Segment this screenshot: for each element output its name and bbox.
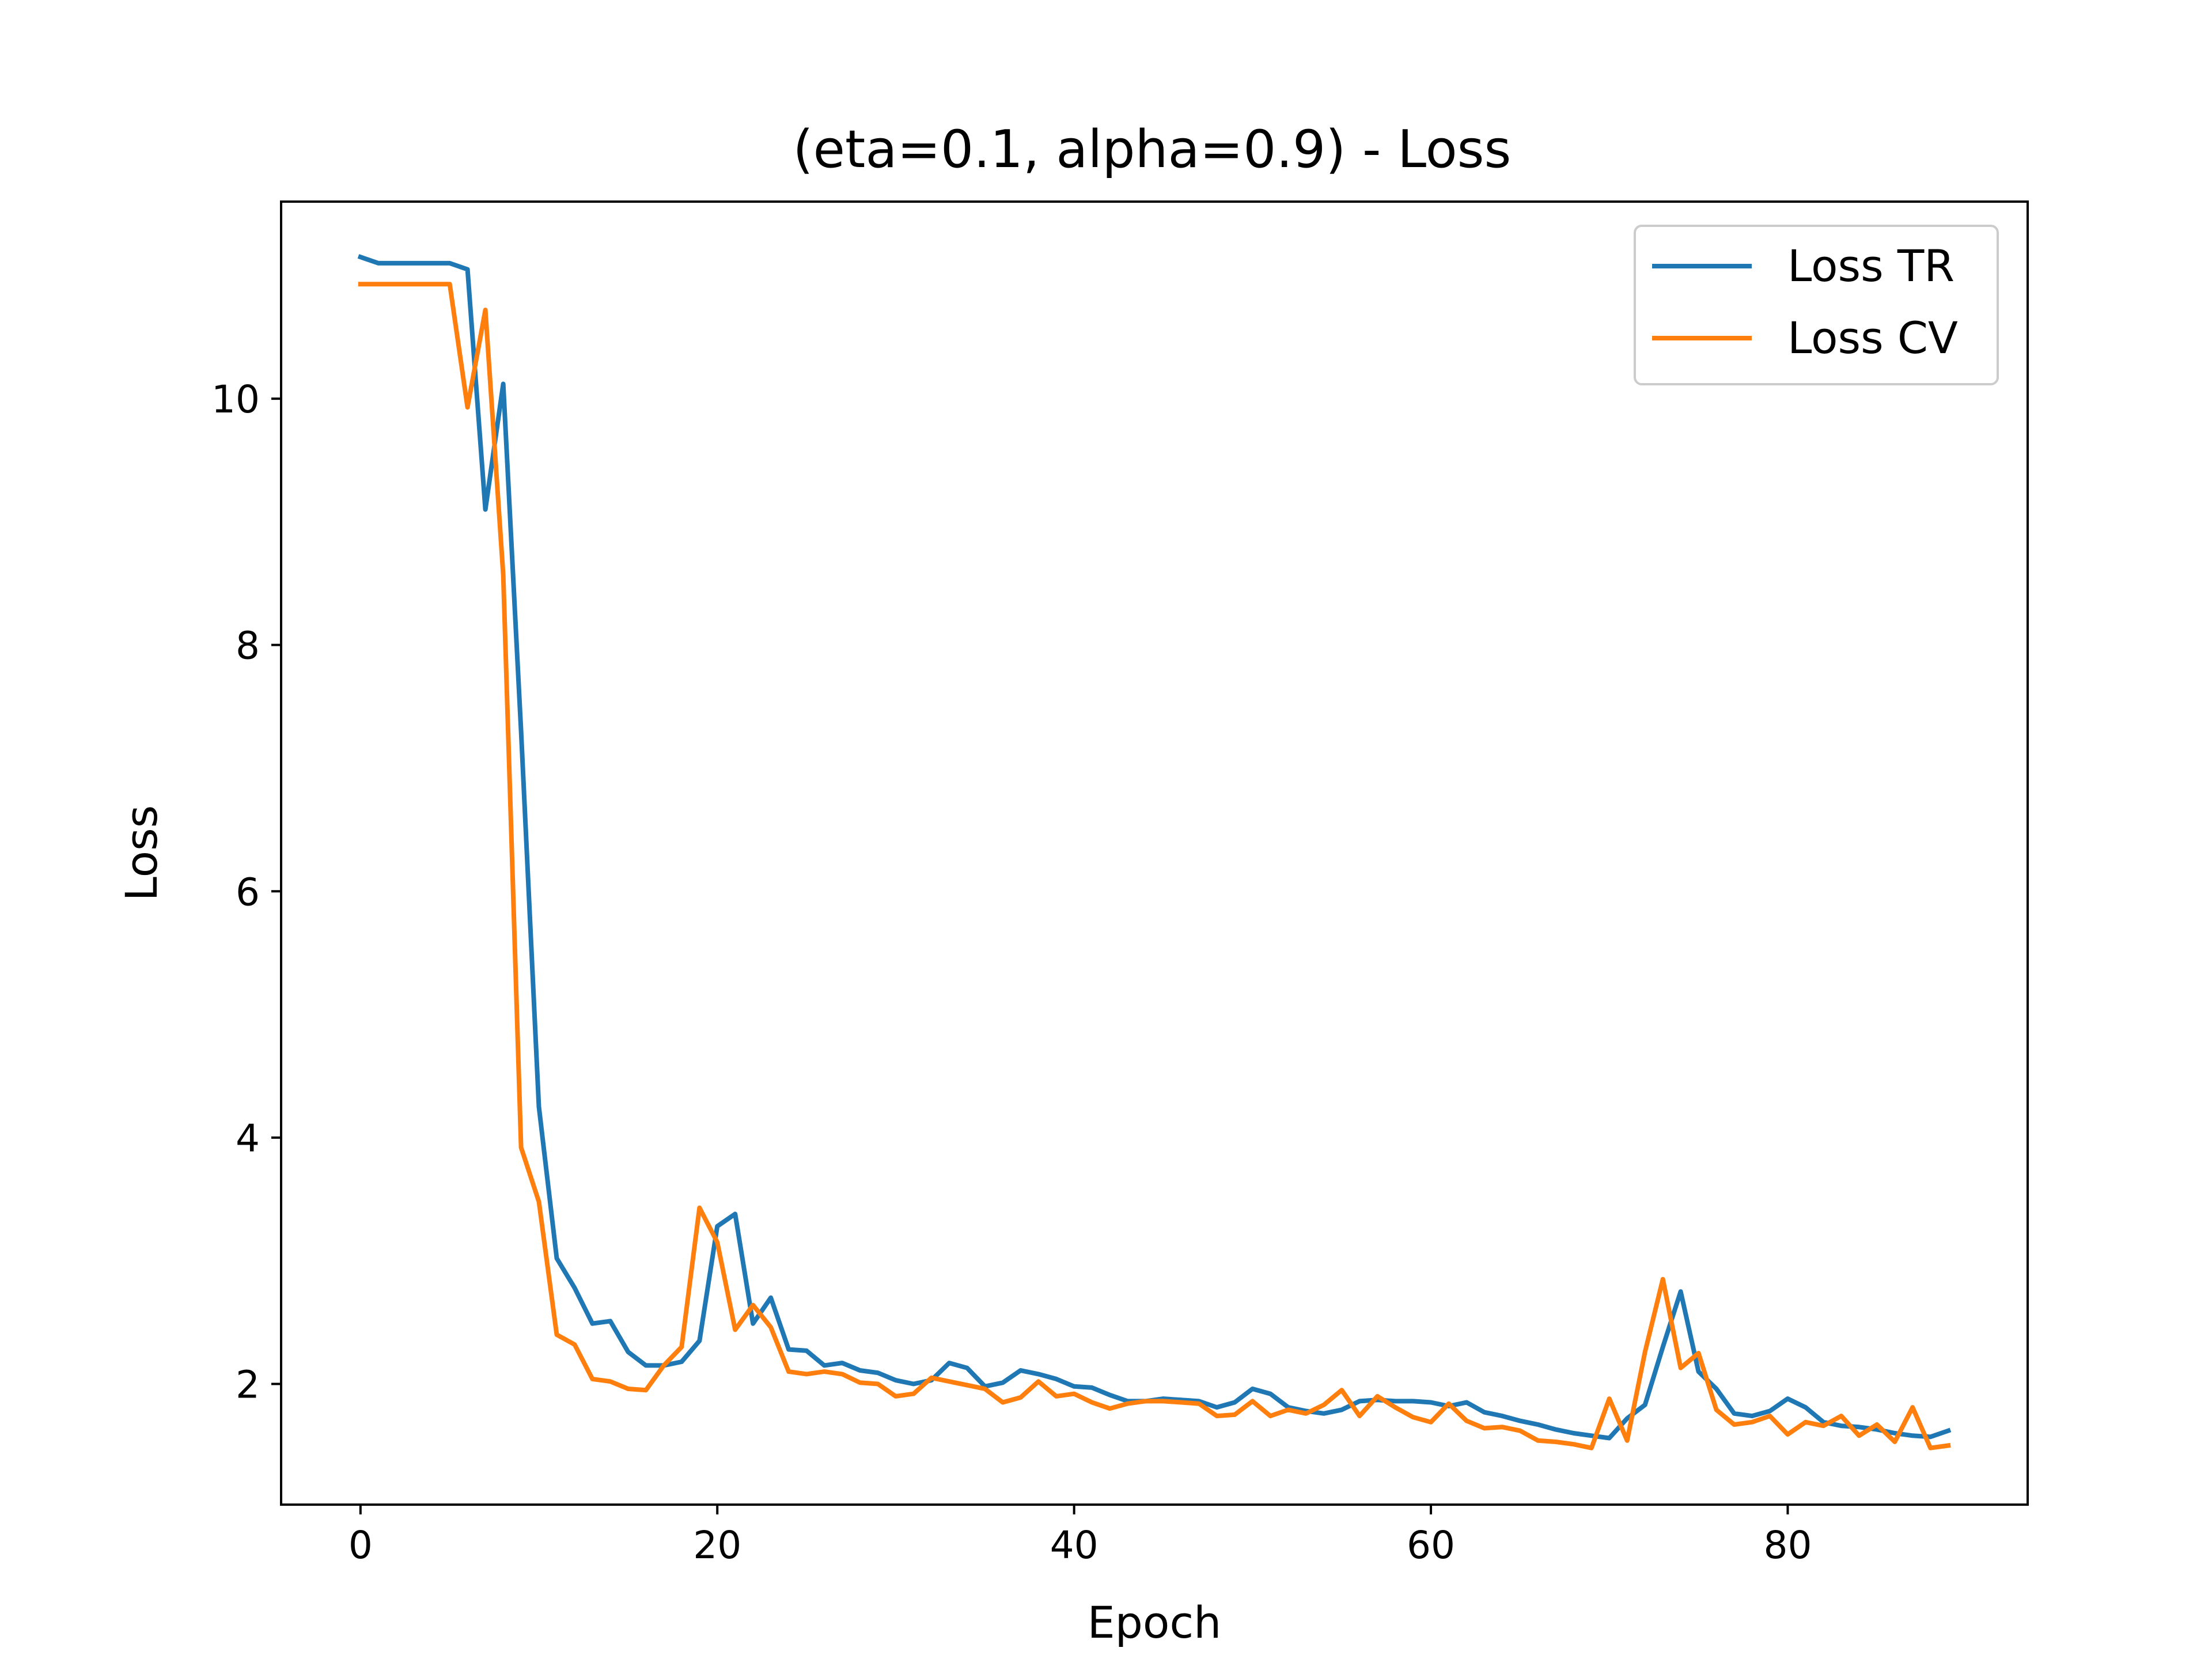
x-tick-label: 20	[693, 1523, 741, 1567]
y-tick-label: 4	[236, 1116, 260, 1161]
legend-label-loss-tr: Loss TR	[1787, 240, 1955, 291]
legend-label-loss-cv: Loss CV	[1787, 312, 1958, 363]
x-tick-label: 80	[1763, 1523, 1812, 1567]
plot-area	[280, 200, 2029, 1506]
y-tick-label: 10	[211, 377, 260, 422]
series-layer	[357, 254, 1952, 1450]
series-line-loss-cv	[358, 282, 1951, 1450]
x-tick-label: 60	[1407, 1523, 1455, 1567]
y-tick-label: 6	[236, 870, 260, 914]
y-tick-label: 2	[236, 1362, 260, 1407]
legend: Loss TR Loss CV	[1634, 225, 1999, 385]
y-axis-title: Loss	[116, 805, 167, 902]
plot-frame	[280, 200, 2029, 1506]
x-axis-title: Epoch	[1088, 1597, 1222, 1648]
x-tick-label: 40	[1050, 1523, 1099, 1567]
y-tick-label: 8	[236, 624, 260, 668]
x-axis: 0 20 40 60 80	[349, 1505, 1812, 1567]
y-axis: 2 4 6 8 10	[211, 377, 281, 1407]
x-tick-label: 0	[349, 1523, 373, 1567]
chart-title: (eta=0.1, alpha=0.9) - Loss	[793, 119, 1512, 180]
